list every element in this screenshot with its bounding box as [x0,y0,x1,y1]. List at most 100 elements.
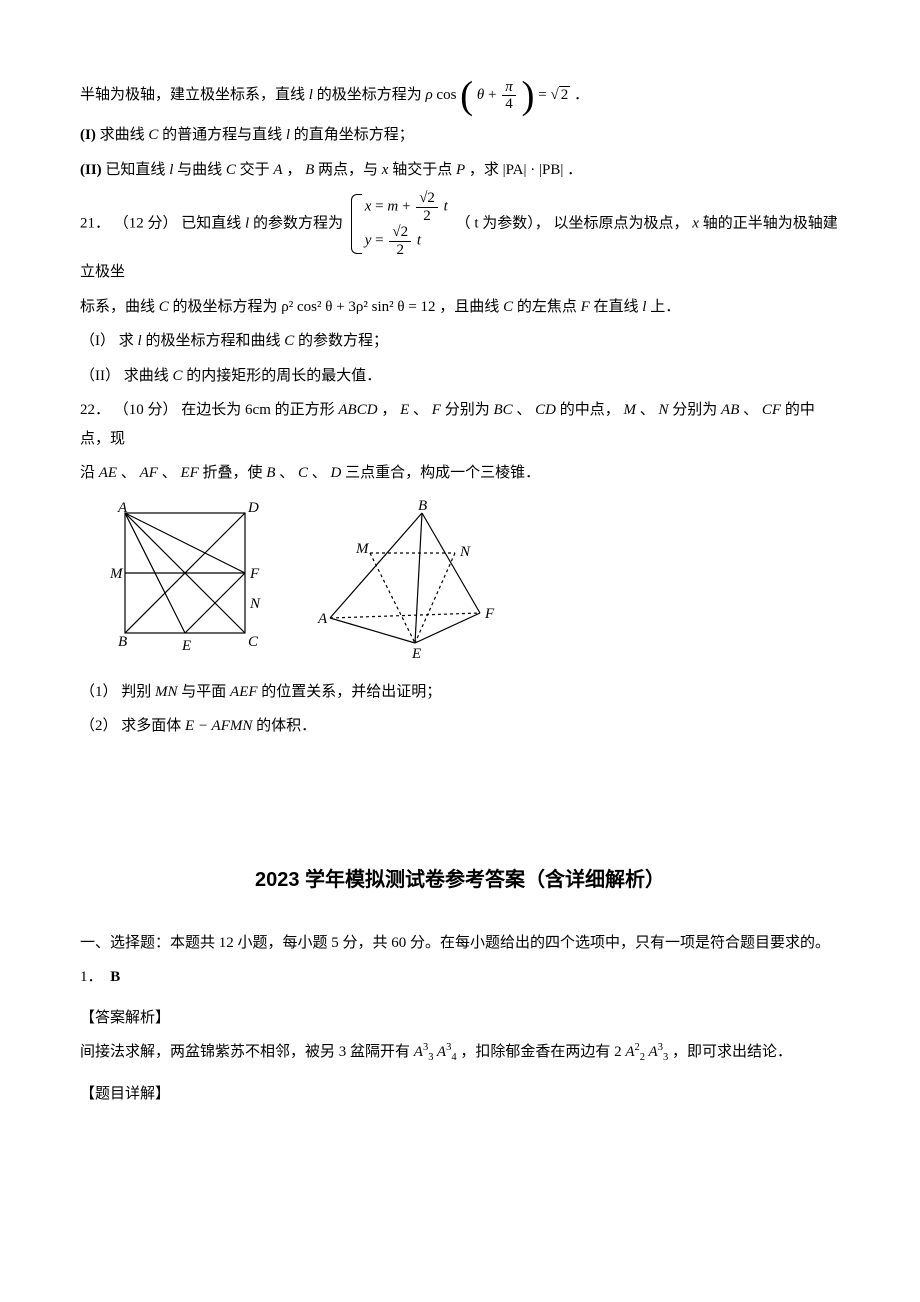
x: x [365,198,372,214]
label: （I） [80,333,115,349]
l: l [286,127,290,143]
lparen: ( [460,74,473,117]
B: B [305,162,314,178]
text: 的中点， [560,402,620,418]
text: 分别为 [672,402,717,418]
A: A [273,162,282,178]
text: 间接法求解，两盆锦紫苏不相邻，被另 3 盆隔开有 [80,1044,410,1060]
text: 已知直线 [181,215,241,231]
text: 以坐标原点为极点， [554,215,689,231]
text: 的参数方程为 [253,215,343,231]
cos: cos [436,87,456,103]
AEF: AEF [230,684,258,700]
text: 的极坐标方程为 [317,87,422,103]
text: 交于 [240,162,270,178]
q20-line1: 半轴为极轴，建立极坐标系，直线 l 的极坐标方程为 ρ cos ( θ + π … [80,76,840,115]
label-detail: 【题目详解】 [80,1080,840,1109]
lbl-E: E [181,638,191,654]
text: 与曲线 [177,162,222,178]
BC: BC [493,402,512,418]
perm2: A22 A33 [625,1044,672,1060]
rparen: ) [522,74,535,117]
text: 的普通方程与直线 [162,127,282,143]
diagram-square: A D B C M F N E [100,498,270,668]
text: 沿 [80,465,95,481]
frac: √2 2 [389,224,411,258]
num: 21． [80,215,110,231]
coef: 2 [614,1044,622,1060]
E: E [400,402,409,418]
text: ，求 [469,162,499,178]
text: 三点重合，构成一个三棱锥． [345,465,540,481]
AE: AE [99,465,117,481]
text: 轴交于点 [392,162,452,178]
P: P [456,162,465,178]
B: B [266,465,275,481]
text: ，扣除郁金香在两边有 [460,1044,610,1060]
C: C [226,162,236,178]
sep: 、 [121,465,136,481]
theta: θ [477,87,484,103]
N: N [659,402,669,418]
text: 折叠，使 [203,465,263,481]
frac-pi4: π 4 [502,79,516,113]
q21-p1: （I） 求 l 的极坐标方程和曲线 C 的参数方程； [80,327,840,356]
num: 1． [80,969,103,985]
abs-PB: |PB| [539,162,563,178]
q21-line1: 21． （12 分） 已知直线 l 的参数方程为 x = m + √2 2 t … [80,190,840,287]
sep: 、 [516,402,531,418]
text: 在直线 [594,299,639,315]
comma: ， [381,402,396,418]
text: 的直角坐标方程； [294,127,414,143]
lbl-N: N [249,596,261,612]
ans: B [110,969,120,985]
label: （1） [80,684,118,700]
sep: 、 [279,465,294,481]
label: （II） [80,368,120,384]
text: 两点，与 [318,162,378,178]
text: 与平面 [181,684,226,700]
eq2: ρ² cos² θ + 3ρ² sin² θ = 12 [281,299,435,315]
text: 求曲线 [124,368,169,384]
q21-p2: （II） 求曲线 C 的内接矩形的周长的最大值． [80,362,840,391]
text: 上． [650,299,680,315]
x: x [692,215,699,231]
text: 判别 [121,684,151,700]
text: 的位置关系，并给出证明； [261,684,441,700]
lbl-M: M [109,566,124,582]
text: 的极坐标方程和曲线 [145,333,280,349]
den: 4 [502,96,516,113]
CD: CD [535,402,556,418]
sep: 、 [312,465,327,481]
sep: 、 [413,402,428,418]
q22-p1: （1） 判别 MN 与平面 AEF 的位置关系，并给出证明； [80,678,840,707]
text: 的正方形 [275,402,335,418]
q22-p2: （2） 求多面体 E − AFMN 的体积． [80,712,840,741]
lbl-A: A [317,611,328,627]
comma: ， [286,162,301,178]
C: C [503,299,513,315]
period: ． [574,87,589,103]
C: C [159,299,169,315]
rho: ρ [425,87,432,103]
dot: · [530,162,535,178]
a1-expl: 间接法求解，两盆锦紫苏不相邻，被另 3 盆隔开有 A33 A34 ，扣除郁金香在… [80,1038,840,1068]
l: l [642,299,646,315]
lbl-E: E [411,646,421,662]
q22-line2: 沿 AE 、 AF 、 EF 折叠，使 B 、 C 、 D 三点重合，构成一个三… [80,459,840,488]
AB: AB [721,402,739,418]
diagram-pyramid: B A E F M N [310,498,510,668]
t: t [444,198,448,214]
l: l [169,162,173,178]
text: ，且曲线 [439,299,499,315]
l: l [245,215,249,231]
F: F [432,402,441,418]
AF: AF [140,465,158,481]
lbl-N: N [459,544,471,560]
text: 半轴为极轴，建立极坐标系，直线 [80,87,305,103]
text: 的体积． [256,718,316,734]
eq: = [538,87,546,103]
text: 求多面体 [121,718,181,734]
section1-head: 一、选择题：本题共 12 小题，每小题 5 分，共 60 分。在每小题给出的四个… [80,929,840,958]
num: 22． [80,402,110,418]
